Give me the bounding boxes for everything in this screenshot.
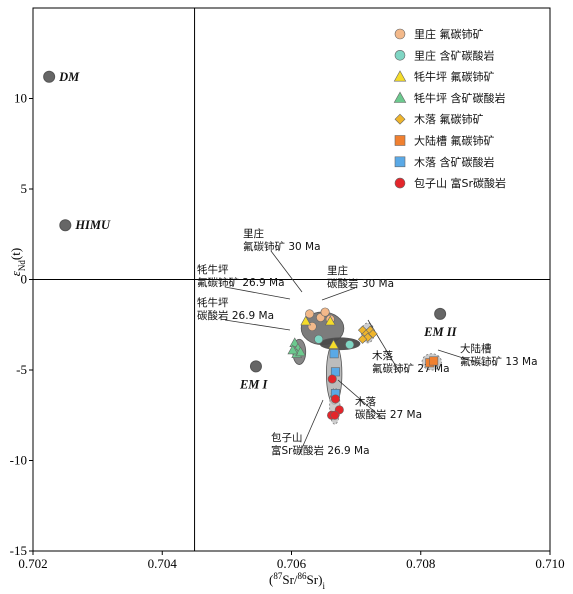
- data-point-series-3: [287, 344, 299, 355]
- legend-label: 包子山 富Sr碳酸岩: [414, 176, 506, 190]
- annotation-leader: [270, 250, 303, 293]
- data-point-series-4: [357, 334, 368, 344]
- data-point-series-4: [368, 329, 378, 339]
- legend-label: 大陆槽 氟碳铈矿: [414, 134, 495, 148]
- annotation-leader: [337, 379, 384, 420]
- end-member-label: DM: [58, 70, 80, 84]
- legend-marker: [394, 49, 406, 61]
- annotation-line: 氟碳铈矿 30 Ma: [243, 240, 321, 253]
- y-axis-label-part: ε: [8, 270, 23, 276]
- axes: 0.702 0.704 0.706 0.708 0.710 -15 -10 -5 0 5 10: [10, 7, 565, 571]
- y-tick-label: -10: [10, 453, 27, 468]
- legend-marker: [393, 70, 407, 82]
- annotation-label: 大陆槽氟碳铈矿 13 Ma: [460, 342, 538, 368]
- x-tick-label: 0.710: [535, 556, 564, 571]
- legend-label: 牦牛坪 含矿碳酸岩: [414, 91, 506, 105]
- annotation-line: 木落: [355, 396, 376, 408]
- end-member-label: HIMU: [74, 218, 111, 232]
- y-tick-label: 0: [21, 272, 28, 287]
- data-point-series-5: [429, 356, 439, 366]
- legend-label: 牦牛坪 氟碳铈矿: [414, 70, 495, 84]
- x-tick-label: 0.708: [406, 556, 435, 571]
- annotation-label: 里庄氟碳铈矿 30 Ma: [243, 227, 321, 253]
- annotation-leader: [321, 287, 356, 301]
- data-point-series-7: [327, 374, 337, 384]
- data-point-series-6: [329, 349, 339, 359]
- data-points: [287, 307, 439, 420]
- end-member-label: EM I: [239, 377, 269, 391]
- annotation-label: 包子山富Sr碳酸岩 26.9 Ma: [271, 431, 370, 457]
- data-point-series-1: [345, 340, 355, 350]
- x-axis-label-part: (: [269, 572, 273, 587]
- end-member-point: [434, 307, 447, 320]
- legend-marker: [394, 135, 406, 146]
- annotation-line: 大陆槽: [460, 342, 492, 355]
- annotation-leader: [298, 399, 324, 456]
- x-tick-label: 0.706: [277, 556, 307, 571]
- end-member-point: [43, 70, 56, 83]
- y-axis-label-part: Nd: [17, 260, 27, 271]
- end-member-point: [249, 360, 262, 373]
- data-point-series-7: [330, 394, 340, 404]
- y-axis-label-part: (t): [8, 248, 23, 260]
- legend-label: 木落 氟碳铈矿: [414, 112, 484, 126]
- data-point-series-0: [320, 307, 330, 317]
- annotation-line: 碳酸岩 26.9 Ma: [197, 309, 274, 322]
- legend-marker: [394, 177, 406, 189]
- annotation-line: 碳酸岩 27 Ma: [355, 408, 422, 421]
- annotation-line: 氟碳铈矿 26.9 Ma: [197, 276, 285, 289]
- x-tick-label: 0.704: [148, 556, 178, 571]
- annotation-line: 碳酸岩 30 Ma: [327, 277, 394, 290]
- legend-label: 木落 含矿碳酸岩: [414, 155, 495, 169]
- data-point-series-2: [300, 315, 312, 326]
- x-axis-label-part: 86: [298, 571, 308, 581]
- x-axis-label: (87Sr/86Sr)i: [269, 571, 325, 591]
- annotation-leader: [224, 286, 291, 300]
- data-point-series-2: [328, 339, 339, 349]
- y-axis-label: εNd(t): [8, 248, 27, 276]
- end-member-point: [59, 219, 72, 232]
- annotation-line: 木落: [372, 350, 393, 362]
- y-tick-label: 10: [14, 91, 27, 106]
- y-tick-label: -5: [16, 362, 27, 377]
- legend-marker: [393, 91, 407, 103]
- annotation-line: 富Sr碳酸岩 26.9 Ma: [271, 444, 370, 457]
- annotation-line: 里庄: [327, 264, 348, 277]
- data-point-series-0: [305, 309, 315, 319]
- legend-label: 里庄 含矿碳酸岩: [414, 48, 495, 62]
- x-axis-label-part: i: [322, 581, 325, 591]
- annotation-line: 里庄: [243, 227, 264, 240]
- data-point-series-2: [324, 315, 336, 326]
- x-tick-label: 0.702: [18, 556, 47, 571]
- y-tick-label: -15: [10, 543, 27, 558]
- end-member-label: EM II: [423, 325, 457, 339]
- data-point-series-3: [295, 346, 306, 357]
- annotation-label: 木落碳酸岩 27 Ma: [355, 396, 422, 421]
- x-axis-label-part: Sr): [307, 572, 323, 587]
- annotation-label: 里庄碳酸岩 30 Ma: [327, 264, 394, 290]
- annotation-line: 牦牛坪: [197, 263, 229, 276]
- annotation-leader: [224, 319, 291, 331]
- y-tick-label: 5: [21, 181, 28, 196]
- legend-marker: [394, 28, 406, 40]
- legend-label: 里庄 氟碳铈矿: [414, 27, 484, 41]
- data-point-series-1: [314, 334, 324, 344]
- reference-lines: [33, 8, 550, 551]
- x-axis-label-part: Sr/: [282, 572, 298, 587]
- legend-marker: [394, 113, 406, 125]
- annotation-line: 牦牛坪: [197, 296, 229, 309]
- data-point-series-7: [330, 410, 340, 420]
- annotation-line: 包子山: [271, 431, 303, 444]
- annotation-line: 氟碳铈矿 13 Ma: [460, 355, 538, 368]
- x-axis-label-part: 87: [273, 571, 283, 581]
- end-members: DM HIMU EM I EM II: [43, 70, 458, 391]
- legend-marker: [394, 156, 406, 168]
- annotation-label: 牦牛坪碳酸岩 26.9 Ma: [197, 296, 274, 322]
- annotation-leader: [437, 349, 489, 367]
- annotation-label: 牦牛坪氟碳铈矿 26.9 Ma: [197, 263, 285, 289]
